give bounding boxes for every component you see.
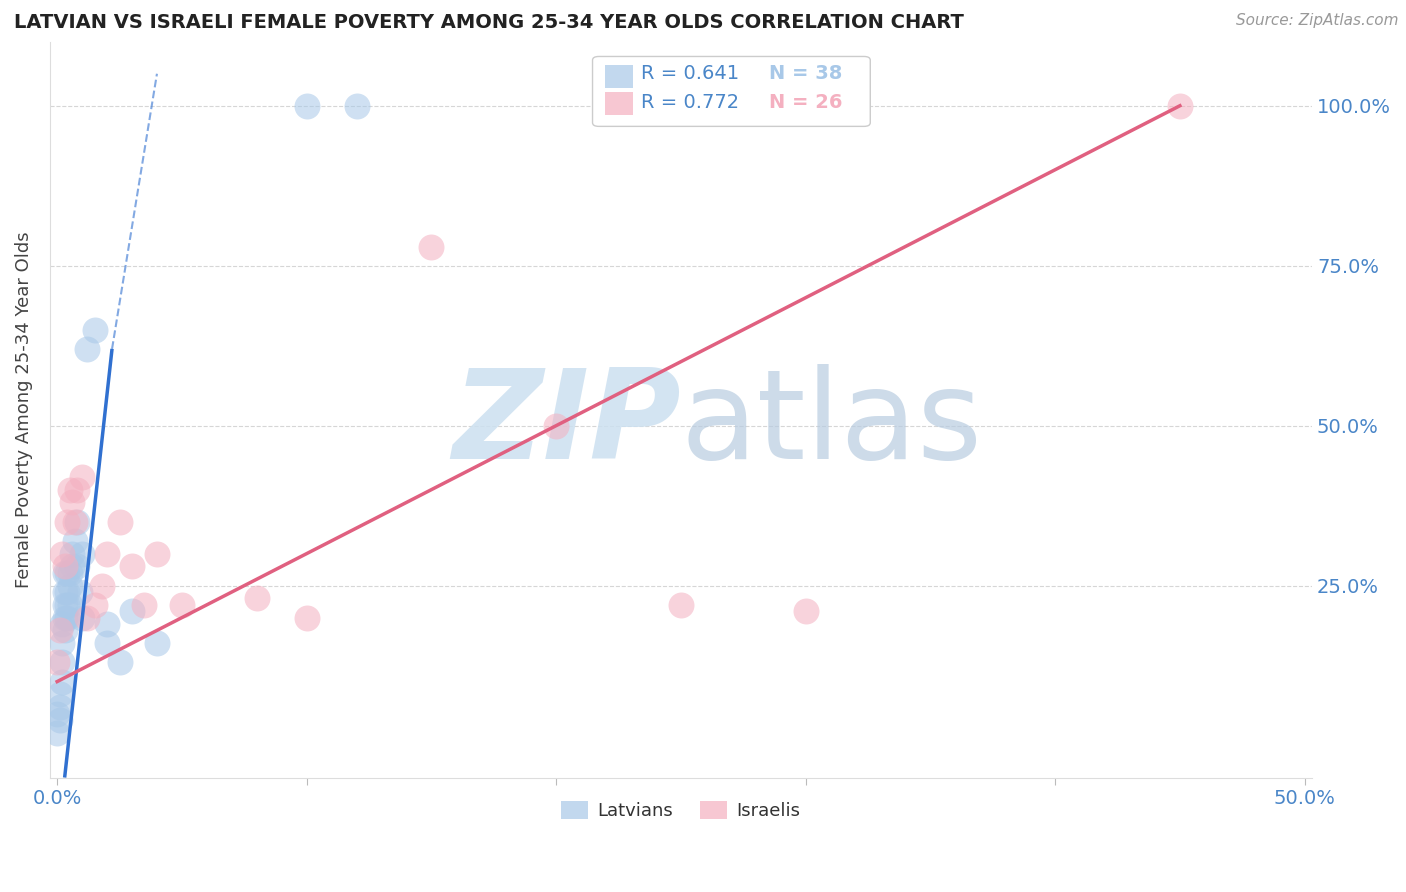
Point: [546, 418, 568, 433]
Text: N = 26: N = 26: [769, 93, 842, 112]
Point: [46, 656, 69, 670]
Point: [420, 239, 443, 253]
Point: [66, 483, 89, 497]
Point: [70, 470, 93, 484]
Point: [246, 591, 269, 606]
Bar: [605, 92, 633, 115]
Point: [170, 598, 193, 612]
Point: [56, 610, 79, 624]
Point: [121, 604, 143, 618]
Point: [51, 547, 73, 561]
Point: [48, 700, 70, 714]
Point: [346, 99, 368, 113]
Point: [96, 636, 118, 650]
Point: [295, 610, 318, 624]
Point: [60, 547, 83, 561]
Point: [66, 559, 89, 574]
Text: ZIP: ZIP: [453, 364, 681, 485]
Point: [48, 713, 70, 727]
Legend: Latvians, Israelis: Latvians, Israelis: [554, 794, 807, 828]
Point: [53, 566, 76, 580]
Point: [46, 725, 69, 739]
Point: [108, 515, 131, 529]
FancyBboxPatch shape: [592, 56, 870, 127]
Point: [51, 674, 73, 689]
Text: LATVIAN VS ISRAELI FEMALE POVERTY AMONG 25-34 YEAR OLDS CORRELATION CHART: LATVIAN VS ISRAELI FEMALE POVERTY AMONG …: [14, 13, 965, 32]
Text: R = 0.641: R = 0.641: [641, 64, 738, 83]
Point: [76, 610, 98, 624]
Point: [59, 483, 82, 497]
Point: [53, 598, 76, 612]
Point: [56, 515, 79, 529]
Point: [56, 585, 79, 599]
Point: [83, 598, 105, 612]
Point: [53, 624, 76, 638]
Point: [76, 342, 98, 356]
Y-axis label: Female Poverty Among 25-34 Year Olds: Female Poverty Among 25-34 Year Olds: [15, 231, 32, 588]
Point: [53, 610, 76, 624]
Point: [69, 585, 91, 599]
Point: [146, 547, 169, 561]
Point: [134, 598, 156, 612]
Point: [51, 656, 73, 670]
Point: [1168, 99, 1191, 113]
Point: [46, 706, 69, 721]
Point: [91, 579, 114, 593]
Point: [83, 323, 105, 337]
Point: [63, 515, 86, 529]
Text: Source: ZipAtlas.com: Source: ZipAtlas.com: [1236, 13, 1399, 29]
Point: [66, 515, 89, 529]
Point: [51, 617, 73, 632]
Point: [48, 624, 70, 638]
Point: [53, 559, 76, 574]
Point: [56, 566, 79, 580]
Point: [60, 495, 83, 509]
Point: [70, 610, 93, 624]
Point: [146, 636, 169, 650]
Point: [51, 636, 73, 650]
Point: [59, 579, 82, 593]
Point: [59, 598, 82, 612]
Point: [48, 687, 70, 701]
Point: [96, 547, 118, 561]
Point: [669, 598, 692, 612]
Point: [794, 604, 817, 618]
Point: [70, 547, 93, 561]
Point: [60, 559, 83, 574]
Point: [63, 533, 86, 548]
Point: [59, 566, 82, 580]
Text: N = 38: N = 38: [769, 64, 842, 83]
Point: [53, 585, 76, 599]
Bar: [605, 64, 633, 88]
Text: atlas: atlas: [681, 364, 983, 485]
Point: [96, 617, 118, 632]
Point: [121, 559, 143, 574]
Point: [108, 656, 131, 670]
Text: R = 0.772: R = 0.772: [641, 93, 738, 112]
Point: [295, 99, 318, 113]
Point: [56, 598, 79, 612]
